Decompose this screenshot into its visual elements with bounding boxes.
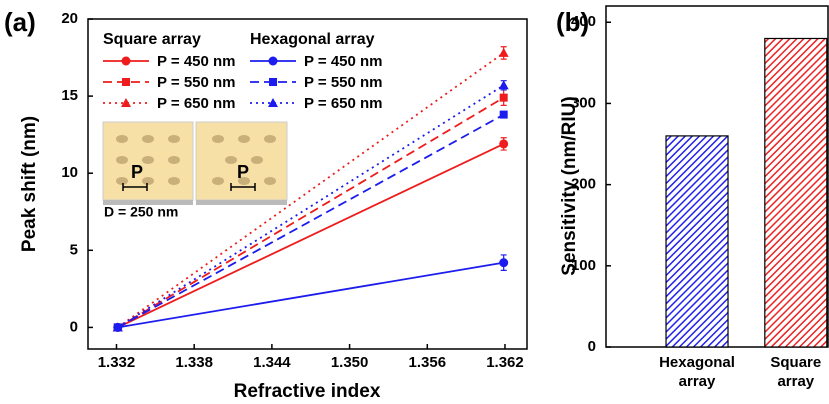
marker: [499, 93, 508, 102]
bar: [665, 135, 729, 348]
series-line: [117, 143, 505, 329]
y-tick-label: 300: [571, 94, 596, 111]
legend-label: P = 550 nm: [157, 74, 236, 91]
legend-title: Square array: [103, 31, 201, 48]
legend-item: P = 650 nm: [250, 95, 383, 112]
legend-label: P = 450 nm: [157, 53, 236, 70]
marker: [112, 322, 123, 332]
y-tick-label: 0: [588, 338, 596, 355]
x-tick-label: Square array: [770, 354, 822, 390]
y-axis-label: Peak shift (nm): [19, 116, 40, 252]
y-tick-label: 0: [70, 318, 78, 335]
y-tick-label: 200: [571, 176, 596, 193]
legend-item: P = 650 nm: [103, 95, 236, 112]
y-tick-label: 20: [61, 10, 78, 27]
legend-marker: [269, 78, 277, 86]
x-tick-label: 1.350: [331, 354, 369, 371]
legend-marker: [121, 56, 131, 66]
legend-marker: [121, 98, 131, 107]
series-line: [117, 52, 505, 329]
marker: [499, 258, 509, 268]
plot-frame: [87, 18, 528, 350]
x-tick-label: 1.332: [98, 354, 136, 371]
annotation: D = 250 nm: [104, 204, 178, 220]
series-line: [117, 96, 505, 329]
x-tick-label: 1.344: [253, 354, 291, 371]
bar: [764, 37, 828, 348]
legend-label: P = 450 nm: [304, 53, 383, 70]
legend-label: P = 650 nm: [304, 95, 383, 112]
y-tick-label: 10: [61, 164, 78, 181]
x-tick-label: 1.356: [409, 354, 447, 371]
legend-label: P = 550 nm: [304, 74, 383, 91]
marker: [499, 139, 509, 149]
y-tick-label: 100: [571, 257, 596, 274]
legend-title: Hexagonal array: [250, 31, 375, 48]
legend-marker: [268, 98, 278, 107]
x-tick-label: 1.338: [175, 354, 213, 371]
legend-marker: [122, 78, 130, 86]
legend-item: P = 550 nm: [250, 74, 383, 91]
legend-marker: [268, 56, 278, 66]
x-tick-label: Hexagonal array: [659, 354, 735, 390]
x-axis-label: Refractive index: [234, 381, 381, 402]
y-tick-label: 5: [70, 241, 78, 258]
inset: [102, 121, 288, 205]
series-line: [117, 261, 504, 329]
annotation: P: [237, 162, 249, 182]
series-line: [117, 84, 505, 329]
legend-item: P = 450 nm: [103, 53, 236, 70]
panel-label: (b): [556, 7, 589, 37]
y-tick-label: 15: [61, 87, 78, 104]
series-line: [117, 113, 505, 329]
x-tick-label: 1.362: [486, 354, 524, 371]
y-tick-label: 400: [571, 13, 596, 30]
legend-item: P = 550 nm: [103, 74, 236, 91]
marker: [498, 80, 509, 90]
y-axis-label: Sensitivity (nm/RIU): [559, 96, 580, 275]
marker: [498, 47, 509, 57]
legend-item: P = 450 nm: [250, 53, 383, 70]
marker: [499, 110, 508, 119]
legend-label: P = 650 nm: [157, 95, 236, 112]
annotation: P: [131, 162, 143, 182]
panel-label: (a): [4, 7, 36, 37]
